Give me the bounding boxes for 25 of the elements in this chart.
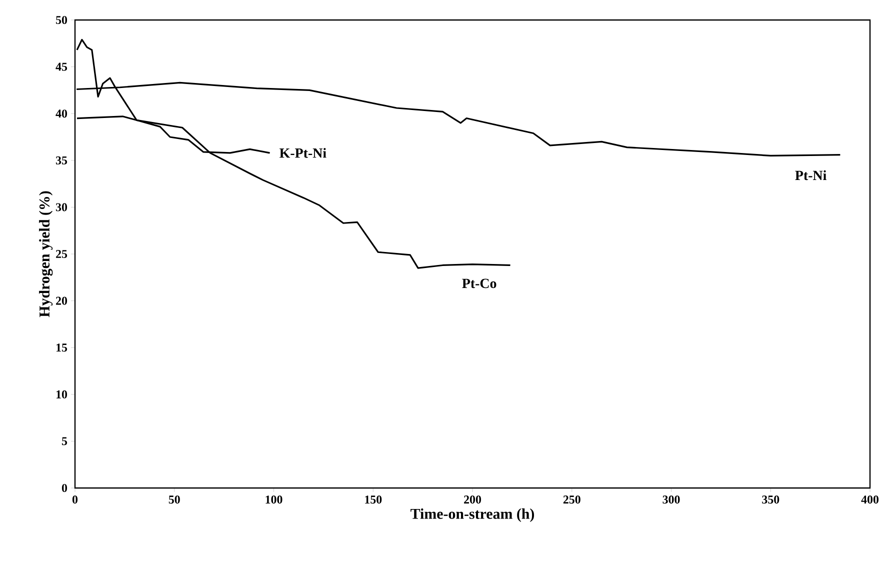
- x-tick-label: 150: [365, 496, 382, 504]
- y-tick-label: 20: [56, 296, 68, 305]
- x-tick-label: 250: [563, 496, 580, 504]
- y-tick-label: 0: [62, 484, 68, 492]
- x-tick-label: 400: [861, 496, 879, 504]
- x-tick-label: 0: [72, 496, 78, 504]
- y-tick-label: 15: [56, 344, 68, 352]
- y-tick-label: 35: [56, 156, 68, 164]
- y-tick-label: 5: [62, 437, 68, 446]
- y-axis-title: Hydrogen yield (%): [39, 191, 53, 318]
- y-tick-label: 10: [56, 390, 68, 398]
- x-tick-label: 100: [266, 496, 282, 504]
- x-tick-label: 50: [168, 496, 180, 504]
- x-tick-label: 200: [464, 496, 482, 504]
- x-tick-label: 300: [662, 496, 680, 504]
- y-tick-label: 40: [56, 110, 68, 118]
- y-tick-label: 45: [56, 62, 68, 71]
- y-tick-label: 25: [56, 250, 68, 258]
- x-tick-label: 350: [762, 496, 780, 504]
- series-label: Pt-Co: [462, 278, 496, 288]
- x-axis-title: Time-on-stream (h): [410, 508, 534, 522]
- y-tick-label: 50: [56, 16, 68, 24]
- series-label: K-Pt-Ni: [280, 148, 326, 158]
- series-label: Pt-Ni: [795, 170, 826, 180]
- y-tick-label: 30: [56, 203, 68, 212]
